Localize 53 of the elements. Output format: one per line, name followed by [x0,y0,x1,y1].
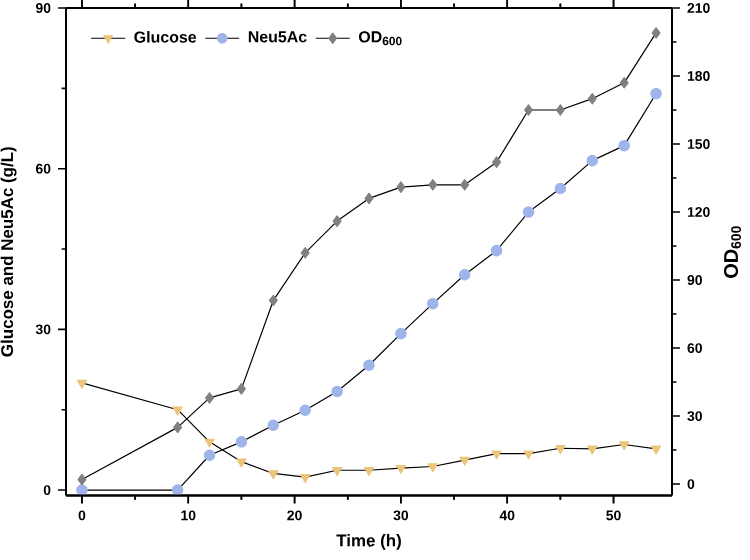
point [428,179,438,191]
point [395,327,407,340]
point [268,470,279,480]
point [77,473,87,486]
point [460,179,470,191]
point [587,92,597,105]
point [205,392,215,404]
point [651,27,661,39]
point [267,419,280,432]
point [300,247,310,259]
point [332,215,342,227]
point [619,77,629,89]
point [363,359,375,372]
point [300,474,311,483]
point [76,379,88,389]
point [236,383,246,395]
point [396,181,406,193]
point [203,449,216,462]
point [236,458,247,468]
point [268,294,278,307]
point [650,445,662,455]
point [427,463,438,473]
point [492,156,502,168]
point [491,450,502,460]
point [523,450,534,460]
point [204,438,215,448]
point [458,268,471,281]
point [363,467,375,477]
point [650,87,662,100]
point [490,244,503,257]
y2-axis-title: OD$_{600}$ [723,226,741,278]
point [522,206,535,218]
point [554,182,567,195]
point [331,385,343,398]
point [618,139,630,152]
point [555,104,565,116]
point [364,192,374,205]
point [171,484,184,496]
point [235,436,248,448]
point [172,406,183,416]
point [427,297,439,310]
point [459,456,470,466]
point [332,467,343,477]
point [299,404,311,417]
point [555,445,566,455]
x-axis-title: Time (h) [336,533,401,550]
point [523,104,533,116]
point [173,421,183,434]
point [586,154,599,167]
point [619,441,630,451]
point [395,464,406,474]
point [587,445,598,455]
y-axis-title: Glucose and Neu5Ac (g/L) [0,147,17,357]
